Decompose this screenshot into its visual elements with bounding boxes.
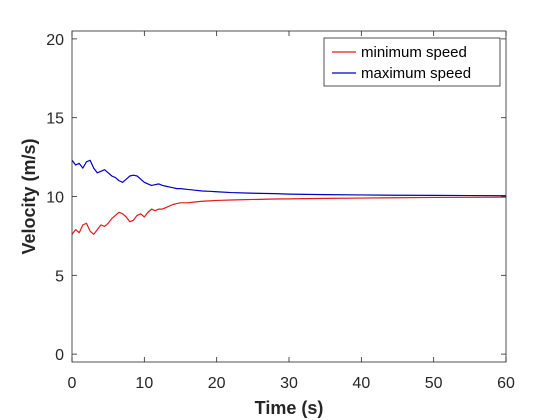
- y-tick-label: 5: [55, 268, 64, 285]
- y-tick-label: 10: [46, 190, 64, 207]
- legend: minimum speed maximum speed: [323, 37, 501, 87]
- legend-label-maximum-speed: maximum speed: [361, 65, 471, 82]
- series-line-maximum-speed: [71, 159, 507, 197]
- x-axis: 0 10 20 30 40 50 60: [68, 31, 515, 392]
- series-layer: [71, 159, 507, 235]
- y-tick-label: 20: [46, 32, 64, 49]
- y-axis: 0 5 10 15 20: [46, 32, 506, 364]
- x-tick-label: 20: [208, 375, 226, 392]
- series-line-minimum-speed: [71, 196, 507, 235]
- legend-label-minimum-speed: minimum speed: [361, 44, 467, 61]
- y-tick-label: 15: [46, 111, 64, 128]
- x-tick-label: 10: [135, 375, 153, 392]
- x-tick-label: 0: [68, 375, 77, 392]
- x-tick-label: 60: [497, 375, 515, 392]
- x-tick-label: 50: [425, 375, 443, 392]
- y-axis-label: Velocity (m/s): [19, 138, 39, 254]
- x-tick-label: 40: [352, 375, 370, 392]
- x-axis-label: Time (s): [255, 398, 324, 418]
- x-tick-label: 30: [280, 375, 298, 392]
- y-tick-label: 0: [55, 347, 64, 364]
- legend-box: [323, 37, 501, 87]
